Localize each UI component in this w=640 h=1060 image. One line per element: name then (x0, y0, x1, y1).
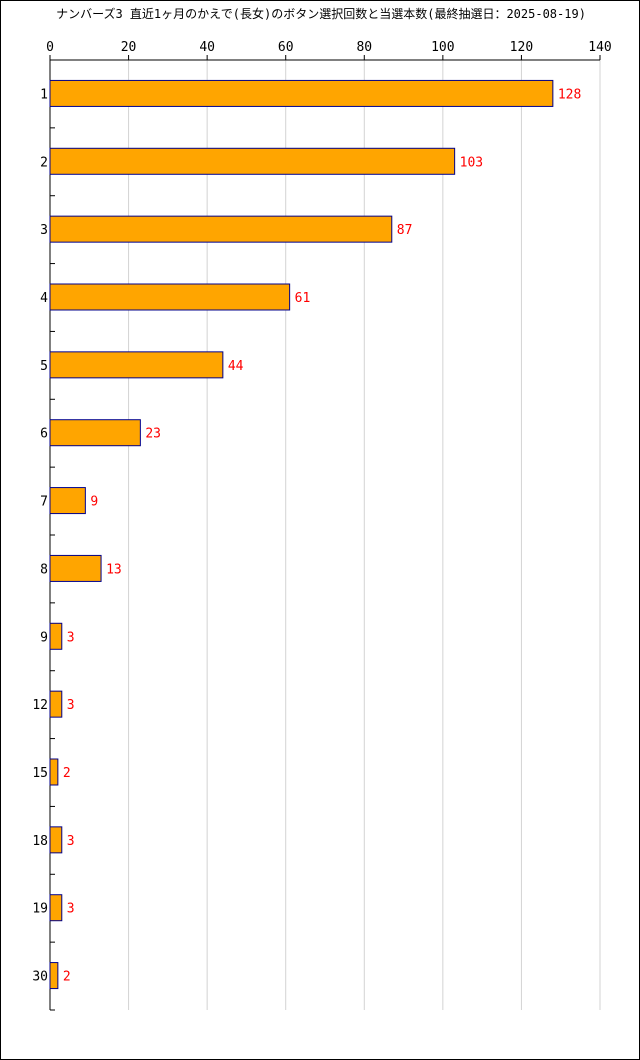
bar (49, 758, 59, 786)
x-tick-label: 0 (46, 40, 54, 55)
x-tick-label: 60 (278, 40, 294, 55)
value-label: 87 (397, 223, 413, 238)
category-label: 19 (32, 902, 48, 917)
bar (49, 419, 141, 447)
category-label: 1 (40, 87, 48, 102)
x-tick-label: 80 (356, 40, 372, 55)
category-label: 7 (40, 495, 48, 510)
category-label: 9 (40, 630, 48, 645)
bar (49, 690, 63, 718)
bar (49, 351, 224, 379)
x-tick-label: 120 (510, 40, 533, 55)
value-label: 13 (106, 562, 122, 577)
category-label: 18 (32, 834, 48, 849)
x-tick-label: 20 (121, 40, 137, 55)
value-label: 3 (67, 630, 75, 645)
category-label: 6 (40, 427, 48, 442)
value-label: 2 (63, 766, 71, 781)
category-label: 8 (40, 562, 48, 577)
category-label: 5 (40, 359, 48, 374)
category-label: 15 (32, 766, 48, 781)
x-tick-label: 100 (431, 40, 454, 55)
category-label: 3 (40, 223, 48, 238)
value-label: 23 (145, 427, 161, 442)
value-label: 3 (67, 834, 75, 849)
chart-title: ナンバーズ3 直近1ヶ月のかえで(長女)のボタン選択回数と当選本数(最終抽選日：… (56, 7, 586, 21)
value-label: 44 (228, 359, 244, 374)
value-label: 2 (63, 970, 71, 985)
bar (49, 962, 59, 990)
value-label: 61 (295, 291, 311, 306)
bar (49, 622, 63, 650)
value-label: 128 (558, 87, 581, 102)
value-label: 103 (460, 155, 483, 170)
bar (49, 147, 456, 175)
bar (49, 826, 63, 854)
value-label: 9 (90, 495, 98, 510)
x-tick-label: 40 (199, 40, 215, 55)
bar (49, 215, 393, 243)
value-label: 3 (67, 902, 75, 917)
value-label: 3 (67, 698, 75, 713)
bar (49, 487, 86, 515)
category-label: 2 (40, 155, 48, 170)
category-label: 12 (32, 698, 48, 713)
bar (49, 554, 102, 582)
category-label: 30 (32, 970, 48, 985)
x-tick-label: 140 (588, 40, 611, 55)
bar (49, 894, 63, 922)
bar (49, 283, 291, 311)
bar (49, 79, 554, 107)
category-label: 4 (40, 291, 48, 306)
